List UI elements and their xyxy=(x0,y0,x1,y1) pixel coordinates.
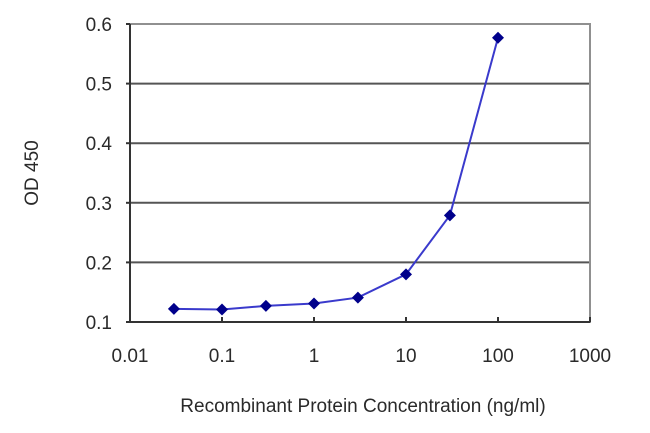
data-point-marker xyxy=(216,303,228,316)
x-tick-label: 0.01 xyxy=(112,346,149,367)
grid-lines xyxy=(130,82,590,264)
y-axis-title: OD 450 xyxy=(22,140,43,205)
y-tick-label: 0.5 xyxy=(86,75,112,96)
y-tick-label: 0.6 xyxy=(86,15,112,36)
series-line xyxy=(173,37,499,311)
x-tick-label: 0.1 xyxy=(209,346,235,367)
data-point-marker xyxy=(259,299,272,312)
data-point-marker xyxy=(492,31,504,44)
plot-frame xyxy=(129,23,591,323)
x-tick-label: 10 xyxy=(395,346,416,367)
x-tick-label: 100 xyxy=(482,346,514,367)
data-point-marker xyxy=(443,209,456,222)
x-axis-ticks: 0.01 0.1 1 10 100 1000 xyxy=(112,317,611,367)
data-point-marker xyxy=(400,268,412,281)
y-tick-label: 0.4 xyxy=(86,134,113,155)
data-point-marker xyxy=(351,291,364,304)
x-axis-title: Recombinant Protein Concentration (ng/ml… xyxy=(180,396,545,417)
data-point-marker xyxy=(167,302,180,315)
x-tick-label: 1 xyxy=(309,346,320,367)
y-tick-label: 0.3 xyxy=(86,194,112,215)
y-tick-label: 0.1 xyxy=(86,313,112,334)
y-tick-label: 0.2 xyxy=(86,253,112,274)
x-tick-label: 1000 xyxy=(569,346,611,367)
y-axis-ticks: 0.1 0.2 0.3 0.4 0.5 0.6 xyxy=(86,15,130,334)
data-point-marker xyxy=(308,297,320,310)
data-markers xyxy=(167,31,504,316)
